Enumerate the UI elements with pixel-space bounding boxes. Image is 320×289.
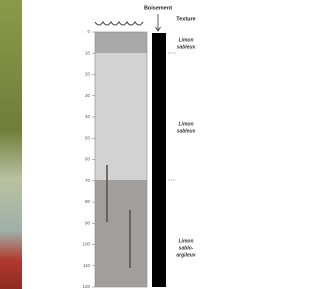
depth-tick-label: 110	[83, 263, 91, 268]
depth-tick-label: 0	[87, 29, 90, 34]
depth-tick-label: 20	[85, 72, 91, 77]
depth-tick-label: 90	[85, 220, 91, 225]
photo-strip	[0, 0, 22, 289]
depth-tick-label: 50	[85, 135, 91, 140]
depth-tick-label: 30	[85, 93, 91, 98]
texture-label: Limon	[179, 37, 194, 43]
texture-label: sablo-	[179, 245, 194, 251]
depth-tick-label: 120	[82, 284, 90, 289]
depth-tick-label: 60	[85, 157, 91, 162]
layer-top	[95, 32, 147, 53]
texture-label: sableux	[177, 128, 196, 134]
depth-tick-label: 40	[85, 114, 91, 119]
texture-label: argileux	[176, 252, 195, 258]
texture-label: Limon	[179, 238, 194, 244]
depth-tick-label: 80	[85, 199, 91, 204]
texture-bar	[152, 33, 166, 287]
texture-label: sableux	[177, 44, 196, 50]
texture-label: Limon	[179, 121, 194, 127]
depth-tick-label: 10	[85, 50, 91, 55]
depth-tick-label: 70	[85, 178, 91, 183]
page: {"header": {"boisement": "Boisement", "t…	[0, 0, 257, 289]
layer-middle	[95, 53, 147, 180]
header-texture: Texture	[176, 16, 195, 22]
depth-tick-label: 100	[82, 242, 90, 247]
surface-symbol	[95, 22, 143, 25]
layer-bottom	[95, 180, 147, 287]
soil-profile-figure: Boisement Texture 0 10 20 30 40 50 60 70 80 90 100…	[0, 0, 257, 289]
header-boisement: Boisement	[144, 5, 172, 11]
